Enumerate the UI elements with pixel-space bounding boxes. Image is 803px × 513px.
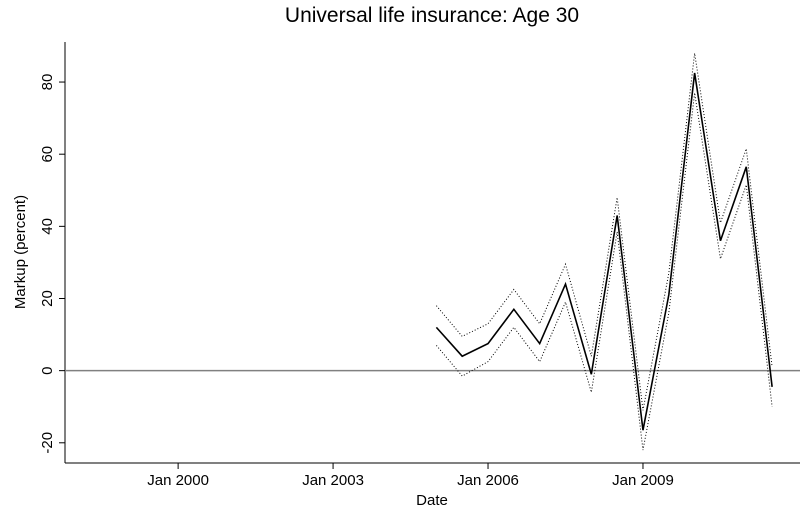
- y-axis-label: Markup (percent): [12, 195, 29, 309]
- x-axis-label: Date: [416, 492, 448, 509]
- markup-line: [435, 72, 773, 431]
- x-tick-label: Jan 2000: [147, 472, 209, 489]
- interval-line: [435, 53, 773, 411]
- x-tick-label: Jan 2003: [302, 472, 364, 489]
- chart-title: Universal life insurance: Age 30: [285, 4, 579, 27]
- y-tick-label: 0: [39, 366, 56, 374]
- interval-line: [435, 92, 773, 451]
- y-tick-label: -20: [39, 432, 56, 454]
- y-tick-label: 20: [39, 290, 56, 307]
- x-tick-label: Jan 2009: [612, 472, 674, 489]
- y-tick-label: 60: [39, 146, 56, 163]
- x-tick-label: Jan 2006: [457, 472, 519, 489]
- y-tick-label: 40: [39, 218, 56, 235]
- y-tick-label: 80: [39, 74, 56, 91]
